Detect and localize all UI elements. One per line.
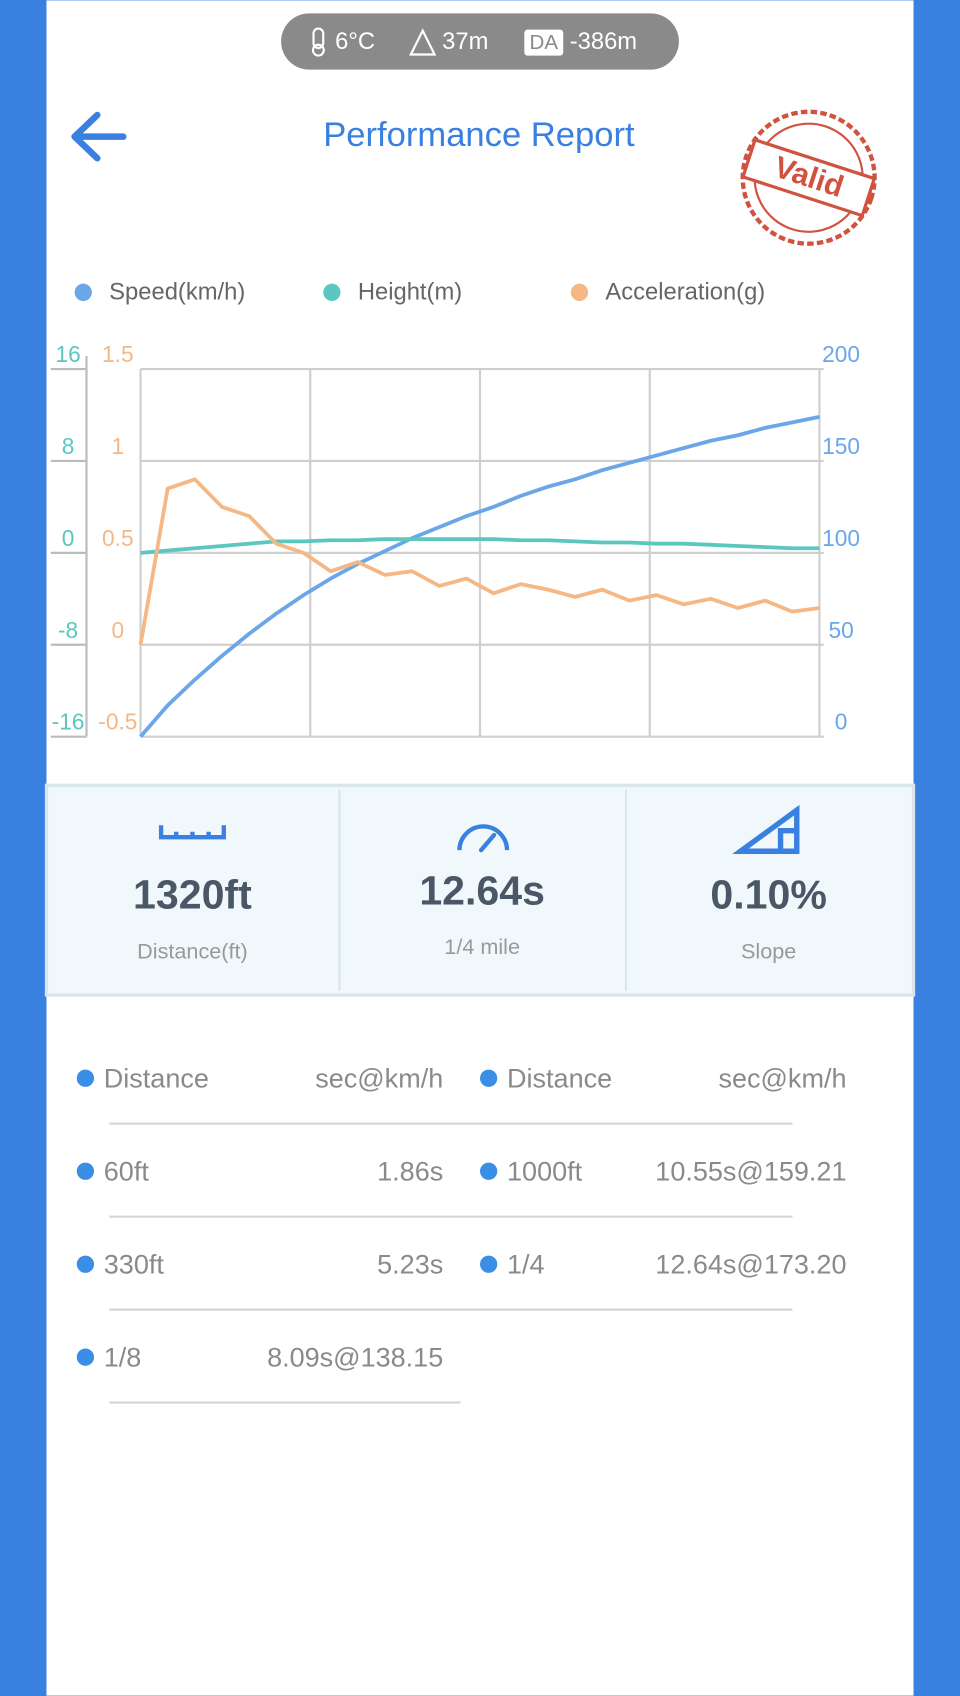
da-badge (524, 29, 564, 56)
temperature: 6°C (335, 28, 375, 55)
legend-marker (74, 283, 92, 301)
row-label: 60ft (104, 1157, 150, 1187)
density-altitude: -386m (570, 28, 637, 55)
row-value: 5.23s (377, 1250, 443, 1280)
row-value: 10.55s@159.21 (655, 1157, 846, 1187)
stat-label: Slope (741, 939, 796, 964)
y-tick-label: 0.5 (102, 525, 134, 551)
row-label: 1/4 (507, 1250, 545, 1280)
back-button[interactable] (71, 111, 127, 162)
row-dot (480, 1255, 498, 1273)
row-value: sec@km/h (315, 1064, 443, 1094)
row-dot (76, 1348, 95, 1366)
y3-tick-label: 16 (55, 341, 80, 367)
stat-label: Distance(ft) (137, 939, 247, 964)
stats: 1320ft Distance(ft) 12.64s 1/4 mile 0.10% Slo… (133, 867, 827, 963)
gauge-needle (478, 832, 497, 853)
stat-label: 1/4 mile (444, 934, 520, 959)
stats-panel (44, 783, 916, 997)
legend-marker (323, 283, 341, 301)
row-label: Distance (507, 1064, 612, 1094)
y-tick-label: 1.5 (102, 341, 134, 367)
legend-label: Height(m) (358, 279, 462, 306)
row-dot (76, 1069, 95, 1087)
y3-tick-label: 0 (62, 525, 75, 551)
y2-tick-label: 100 (822, 525, 860, 551)
row-value: 12.64s@173.20 (655, 1250, 846, 1280)
y2-tick-label: 200 (822, 341, 860, 367)
slope-icon (732, 804, 800, 854)
stat-value: 0.10% (710, 872, 826, 918)
y-tick-label: -0.5 (98, 709, 137, 735)
row-label: Distance (104, 1064, 209, 1094)
row-value: 1.86s (377, 1157, 443, 1187)
split-table: Distance sec@km/h 60ft 1.86s 330ft 5.23s 1/8 8.… (76, 1064, 846, 1404)
y3-tick-label: -8 (58, 617, 78, 643)
y3-tick-label: 8 (62, 433, 75, 459)
row-value: 8.09s@138.15 (267, 1342, 443, 1372)
row-label: 1/8 (104, 1342, 142, 1372)
y-tick-label: 0 (112, 617, 125, 643)
altitude: 37m (442, 28, 488, 55)
y2-tick-label: 0 (835, 709, 848, 735)
row-dot (76, 1255, 95, 1273)
y-tick-label: 1 (112, 433, 125, 459)
y2-tick-label: 50 (828, 617, 853, 643)
legend-label: Speed(km/h) (109, 279, 245, 306)
status-pill (281, 13, 679, 70)
y2-tick-label: 150 (822, 433, 860, 459)
series-line (138, 477, 820, 646)
y3-tick-label: -16 (52, 709, 85, 735)
legend-label: Acceleration(g) (605, 279, 765, 306)
series-line (139, 415, 820, 738)
row-label: 330ft (104, 1250, 165, 1280)
row-value: sec@km/h (718, 1064, 846, 1094)
series-line (140, 537, 820, 555)
row-label: 1000ft (507, 1157, 583, 1187)
gauge-icon (457, 824, 510, 851)
row-dot (480, 1069, 498, 1087)
legend-marker (570, 283, 589, 301)
ruler-icon (158, 825, 226, 840)
stat-value: 1320ft (133, 872, 252, 918)
chart: Speed(km/h) Height(m) Acceleration(g) -0.5 0… (50, 279, 860, 738)
page-title: Performance Report (323, 116, 635, 154)
mountain-icon (409, 28, 437, 56)
row-dot (480, 1162, 498, 1180)
da-label: DA (530, 31, 559, 54)
stat-value: 12.64s (419, 867, 545, 913)
thermometer-icon (311, 27, 325, 57)
row-dot (76, 1162, 95, 1180)
